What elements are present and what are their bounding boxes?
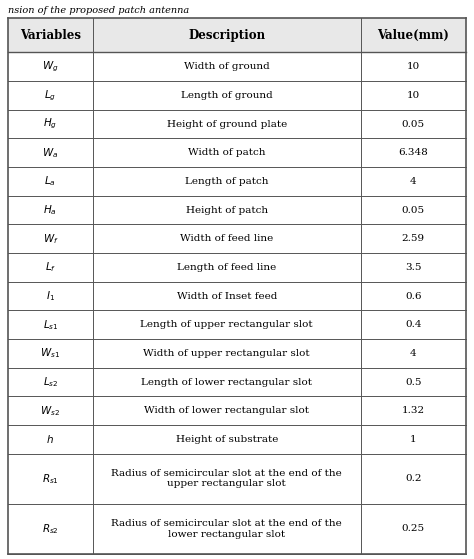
Text: $L_f$: $L_f$ [45,260,56,274]
Text: $W_{s1}$: $W_{s1}$ [40,347,60,360]
Text: Length of upper rectangular slot: Length of upper rectangular slot [140,320,313,329]
Text: nsion of the proposed patch antenna: nsion of the proposed patch antenna [8,6,189,15]
Text: 0.05: 0.05 [402,206,425,215]
Text: $W_a$: $W_a$ [42,146,58,160]
Text: Variables: Variables [20,29,81,42]
Text: Width of ground: Width of ground [184,62,270,71]
Text: $h$: $h$ [46,433,55,446]
Text: 0.4: 0.4 [405,320,421,329]
Text: $W_g$: $W_g$ [42,59,59,74]
Text: Length of patch: Length of patch [185,177,268,186]
Text: Height of patch: Height of patch [186,206,268,215]
Text: Description: Description [188,29,265,42]
Text: Length of feed line: Length of feed line [177,263,276,272]
Text: Height of ground plate: Height of ground plate [166,120,287,129]
Text: $L_g$: $L_g$ [44,88,56,103]
Text: $L_a$: $L_a$ [45,174,56,188]
Text: 0.25: 0.25 [402,524,425,533]
Text: $L_{s1}$: $L_{s1}$ [43,318,58,331]
Text: 4: 4 [410,177,417,186]
Text: Value(mm): Value(mm) [377,29,449,42]
Text: $W_{s2}$: $W_{s2}$ [40,404,60,418]
Text: $R_{s2}$: $R_{s2}$ [42,522,59,536]
Text: Radius of semicircular slot at the end of the
upper rectangular slot: Radius of semicircular slot at the end o… [111,469,342,489]
Text: 4: 4 [410,349,417,358]
Text: Radius of semicircular slot at the end of the
lower rectangular slot: Radius of semicircular slot at the end o… [111,519,342,539]
Text: 1: 1 [410,435,417,444]
Text: Width of feed line: Width of feed line [180,234,273,243]
Text: Length of lower rectangular slot: Length of lower rectangular slot [141,377,312,386]
Text: 0.05: 0.05 [402,120,425,129]
Text: 0.6: 0.6 [405,292,421,301]
Text: 3.5: 3.5 [405,263,421,272]
Text: $H_a$: $H_a$ [44,203,57,217]
Text: 1.32: 1.32 [402,406,425,415]
Text: $I_1$: $I_1$ [46,289,55,303]
Text: 6.348: 6.348 [399,148,428,157]
Text: Length of ground: Length of ground [181,91,273,100]
Text: $H_g$: $H_g$ [43,117,57,131]
Text: Width of upper rectangular slot: Width of upper rectangular slot [143,349,310,358]
Text: $W_f$: $W_f$ [43,232,58,245]
Text: 0.2: 0.2 [405,474,421,484]
Text: Width of lower rectangular slot: Width of lower rectangular slot [144,406,309,415]
Text: Width of patch: Width of patch [188,148,265,157]
Text: Height of substrate: Height of substrate [175,435,278,444]
Text: $L_{s2}$: $L_{s2}$ [43,375,58,389]
Text: 10: 10 [407,91,420,100]
Text: Width of Inset feed: Width of Inset feed [176,292,277,301]
Bar [8,18,466,53]
Text: $R_{s1}$: $R_{s1}$ [42,472,59,486]
Text: 0.5: 0.5 [405,377,421,386]
Text: 2.59: 2.59 [402,234,425,243]
Text: 10: 10 [407,62,420,71]
